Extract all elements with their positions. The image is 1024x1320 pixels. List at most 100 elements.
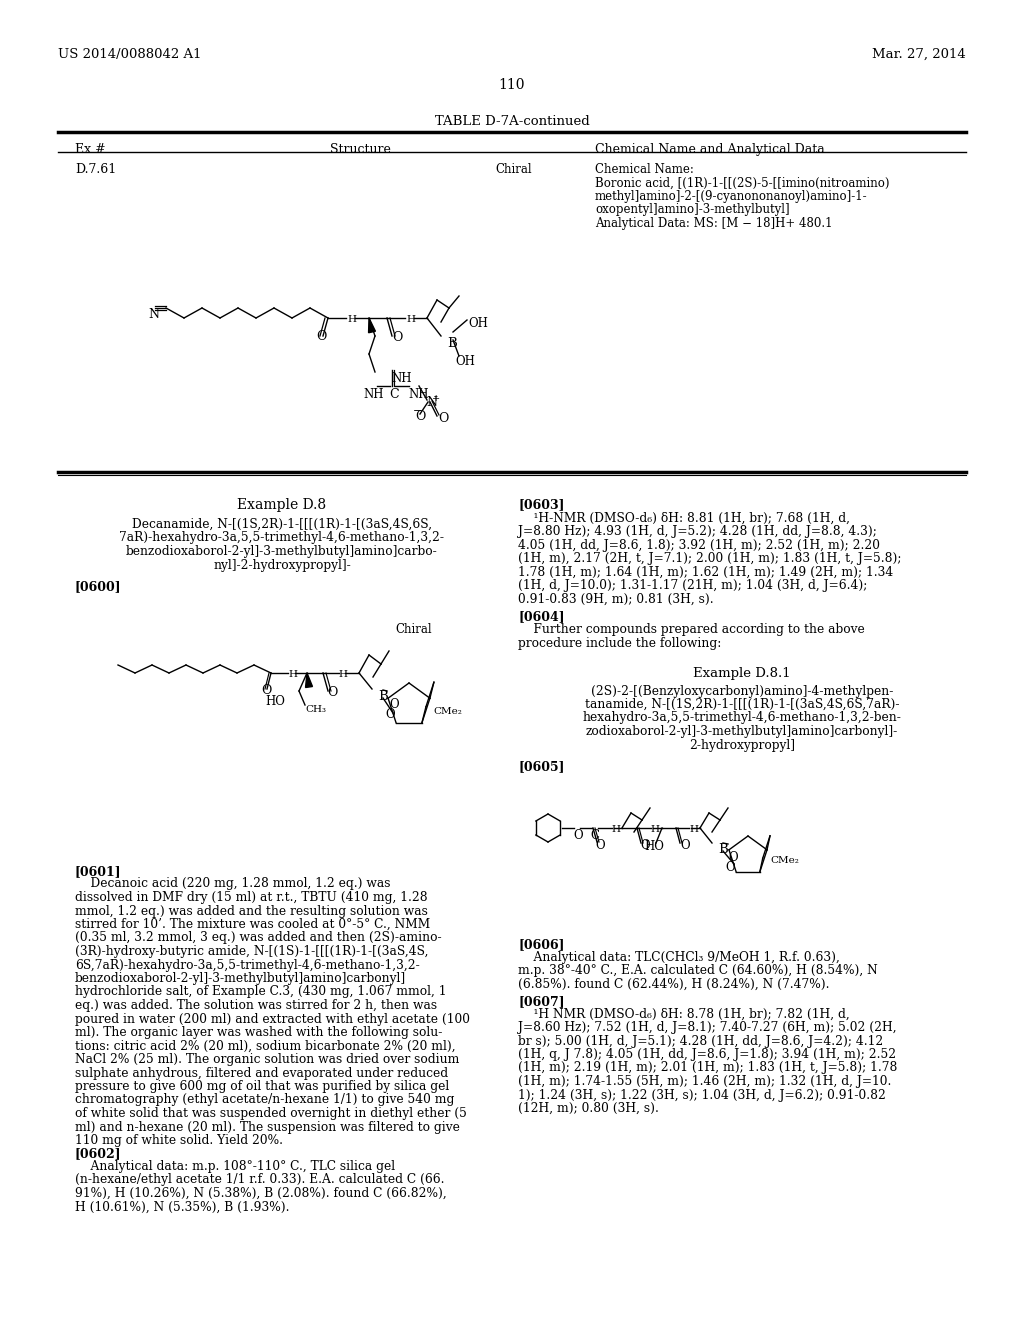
Text: Chemical Name:: Chemical Name: [595, 162, 694, 176]
Text: HO: HO [265, 696, 285, 708]
Text: zodioxaborol-2-yl]-3-methylbutyl]amino]carbonyl]-: zodioxaborol-2-yl]-3-methylbutyl]amino]c… [586, 725, 898, 738]
Text: +: + [432, 393, 440, 403]
Text: (6.85%). found C (62.44%), H (8.24%), N (7.47%).: (6.85%). found C (62.44%), H (8.24%), N … [518, 978, 829, 990]
Text: dissolved in DMF dry (15 ml) at r.t., TBTU (410 mg, 1.28: dissolved in DMF dry (15 ml) at r.t., TB… [75, 891, 428, 904]
Text: O: O [316, 330, 327, 343]
Text: Further compounds prepared according to the above: Further compounds prepared according to … [518, 623, 864, 636]
Text: US 2014/0088042 A1: US 2014/0088042 A1 [58, 48, 202, 61]
Text: nyl]-2-hydroxypropyl]-: nyl]-2-hydroxypropyl]- [213, 558, 351, 572]
Text: H: H [689, 825, 698, 834]
Text: B: B [718, 843, 728, 855]
Text: H: H [338, 671, 347, 678]
Text: O: O [327, 686, 337, 700]
Text: ¹H NMR (DMSO-d₆) δH: 8.78 (1H, br); 7.82 (1H, d,: ¹H NMR (DMSO-d₆) δH: 8.78 (1H, br); 7.82… [518, 1007, 850, 1020]
Text: stirred for 10’. The mixture was cooled at 0°-5° C., NMM: stirred for 10’. The mixture was cooled … [75, 917, 430, 931]
Text: NaCl 2% (25 ml). The organic solution was dried over sodium: NaCl 2% (25 ml). The organic solution wa… [75, 1053, 460, 1067]
Text: Boronic acid, [(1R)-1-[[(2S)-5-[[imino(nitroamino): Boronic acid, [(1R)-1-[[(2S)-5-[[imino(n… [595, 177, 890, 190]
Text: tanamide, N-[(1S,2R)-1-[[[(1R)-1-[(3aS,4S,6S,7aR)-: tanamide, N-[(1S,2R)-1-[[[(1R)-1-[(3aS,4… [585, 698, 899, 711]
Text: ¹H-NMR (DMSO-d₆) δH: 8.81 (1H, br); 7.68 (1H, d,: ¹H-NMR (DMSO-d₆) δH: 8.81 (1H, br); 7.68… [518, 511, 850, 524]
Text: H: H [406, 315, 415, 323]
Text: (1H, q, J 7.8); 4.05 (1H, dd, J=8.6, J=1.8); 3.94 (1H, m); 2.52: (1H, q, J 7.8); 4.05 (1H, dd, J=8.6, J=1… [518, 1048, 896, 1061]
Text: methyl]amino]-2-[(9-cyanononanoyl)amino]-1-: methyl]amino]-2-[(9-cyanononanoyl)amino]… [595, 190, 867, 203]
Text: 110: 110 [499, 78, 525, 92]
Text: OH: OH [455, 355, 475, 368]
Text: Analytical Data: MS: [M − 18]H+ 480.1: Analytical Data: MS: [M − 18]H+ 480.1 [595, 216, 833, 230]
Text: H: H [288, 671, 297, 678]
Text: hydrochloride salt, of Example C.3, (430 mg, 1.067 mmol, 1: hydrochloride salt, of Example C.3, (430… [75, 986, 446, 998]
Text: (1H, m), 2.17 (2H, t, J=7.1); 2.00 (1H, m); 1.83 (1H, t, J=5.8);: (1H, m), 2.17 (2H, t, J=7.1); 2.00 (1H, … [518, 552, 901, 565]
Text: [0603]: [0603] [518, 498, 564, 511]
Text: [0605]: [0605] [518, 760, 564, 774]
Text: B: B [378, 690, 388, 704]
Text: H (10.61%), N (5.35%), B (1.93%).: H (10.61%), N (5.35%), B (1.93%). [75, 1200, 290, 1213]
Text: Chiral: Chiral [395, 623, 432, 636]
Text: [0607]: [0607] [518, 995, 564, 1008]
Text: Chemical Name and Analytical Data: Chemical Name and Analytical Data [595, 143, 824, 156]
Text: B: B [447, 337, 457, 350]
Text: Decanamide, N-[(1S,2R)-1-[[[(1R)-1-[(3aS,4S,6S,: Decanamide, N-[(1S,2R)-1-[[[(1R)-1-[(3aS… [132, 517, 432, 531]
Text: O: O [728, 851, 737, 865]
Text: Analytical data: TLC(CHCl₃ 9/MeOH 1, R.f. 0.63),: Analytical data: TLC(CHCl₃ 9/MeOH 1, R.f… [518, 950, 840, 964]
Polygon shape [305, 673, 312, 688]
Text: NH: NH [391, 372, 412, 385]
Text: chromatography (ethyl acetate/n-hexane 1/1) to give 540 mg: chromatography (ethyl acetate/n-hexane 1… [75, 1093, 455, 1106]
Text: 0.91-0.83 (9H, m); 0.81 (3H, s).: 0.91-0.83 (9H, m); 0.81 (3H, s). [518, 593, 714, 606]
Text: NH: NH [408, 388, 428, 401]
Text: Analytical data: m.p. 108°-110° C., TLC silica gel: Analytical data: m.p. 108°-110° C., TLC … [75, 1160, 395, 1173]
Text: C: C [389, 388, 398, 401]
Text: Chiral: Chiral [495, 162, 531, 176]
Text: D.7.61: D.7.61 [75, 162, 117, 176]
Text: 91%), H (10.26%), N (5.38%), B (2.08%). found C (66.82%),: 91%), H (10.26%), N (5.38%), B (2.08%). … [75, 1187, 446, 1200]
Text: O: O [385, 708, 394, 721]
Text: (n-hexane/ethyl acetate 1/1 r.f. 0.33). E.A. calculated C (66.: (n-hexane/ethyl acetate 1/1 r.f. 0.33). … [75, 1173, 444, 1187]
Text: (2S)-2-[(Benzyloxycarbonyl)amino]-4-methylpen-: (2S)-2-[(Benzyloxycarbonyl)amino]-4-meth… [591, 685, 893, 697]
Text: CH₃: CH₃ [305, 705, 326, 714]
Polygon shape [369, 318, 376, 333]
Text: [0600]: [0600] [75, 579, 122, 593]
Text: [0604]: [0604] [518, 610, 564, 623]
Text: 6S,7aR)-hexahydro-3a,5,5-trimethyl-4,6-methano-1,3,2-: 6S,7aR)-hexahydro-3a,5,5-trimethyl-4,6-m… [75, 958, 420, 972]
Text: H: H [611, 825, 620, 834]
Text: Structure: Structure [330, 143, 390, 156]
Text: [0606]: [0606] [518, 939, 564, 950]
Text: Example D.8.1: Example D.8.1 [693, 667, 791, 680]
Text: O: O [640, 840, 649, 851]
Text: J=8.80 Hz); 4.93 (1H, d, J=5.2); 4.28 (1H, dd, J=8.8, 4.3);: J=8.80 Hz); 4.93 (1H, d, J=5.2); 4.28 (1… [518, 525, 877, 539]
Text: tions: citric acid 2% (20 ml), sodium bicarbonate 2% (20 ml),: tions: citric acid 2% (20 ml), sodium bi… [75, 1040, 456, 1052]
Text: hexahydro-3a,5,5-trimethyl-4,6-methano-1,3,2-ben-: hexahydro-3a,5,5-trimethyl-4,6-methano-1… [583, 711, 901, 725]
Text: m.p. 38°-40° C., E.A. calculated C (64.60%), H (8.54%), N: m.p. 38°-40° C., E.A. calculated C (64.6… [518, 964, 878, 977]
Text: 7aR)-hexahydro-3a,5,5-trimethyl-4,6-methano-1,3,2-: 7aR)-hexahydro-3a,5,5-trimethyl-4,6-meth… [120, 532, 444, 544]
Text: HO: HO [644, 840, 664, 853]
Text: H: H [650, 825, 659, 834]
Text: [0602]: [0602] [75, 1147, 122, 1160]
Text: (12H, m); 0.80 (3H, s).: (12H, m); 0.80 (3H, s). [518, 1102, 658, 1115]
Text: Mar. 27, 2014: Mar. 27, 2014 [872, 48, 966, 61]
Text: O: O [573, 829, 583, 842]
Text: 4.05 (1H, dd, J=8.6, 1.8); 3.92 (1H, m); 2.52 (1H, m); 2.20: 4.05 (1H, dd, J=8.6, 1.8); 3.92 (1H, m);… [518, 539, 880, 552]
Text: (0.35 ml, 3.2 mmol, 3 eq.) was added and then (2S)-amino-: (0.35 ml, 3.2 mmol, 3 eq.) was added and… [75, 932, 441, 945]
Text: (1H, d, J=10.0); 1.31-1.17 (21H, m); 1.04 (3H, d, J=6.4);: (1H, d, J=10.0); 1.31-1.17 (21H, m); 1.0… [518, 579, 867, 591]
Text: (1H, m); 1.74-1.55 (5H, m); 1.46 (2H, m); 1.32 (1H, d, J=10.: (1H, m); 1.74-1.55 (5H, m); 1.46 (2H, m)… [518, 1074, 891, 1088]
Text: 1); 1.24 (3H, s); 1.22 (3H, s); 1.04 (3H, d, J=6.2); 0.91-0.82: 1); 1.24 (3H, s); 1.22 (3H, s); 1.04 (3H… [518, 1089, 886, 1101]
Text: TABLE D-7A-continued: TABLE D-7A-continued [434, 115, 590, 128]
Text: CMe₂: CMe₂ [770, 855, 799, 865]
Text: NH: NH [362, 388, 384, 401]
Text: O: O [680, 840, 689, 851]
Text: O: O [392, 331, 402, 345]
Text: ml). The organic layer was washed with the following solu-: ml). The organic layer was washed with t… [75, 1026, 442, 1039]
Text: N: N [426, 396, 437, 409]
Text: eq.) was added. The solution was stirred for 2 h, then was: eq.) was added. The solution was stirred… [75, 999, 437, 1012]
Text: H: H [347, 315, 356, 323]
Text: Example D.8: Example D.8 [238, 498, 327, 512]
Text: −: − [413, 407, 422, 416]
Text: 2-hydroxypropyl]: 2-hydroxypropyl] [689, 738, 795, 751]
Text: 110 mg of white solid. Yield 20%.: 110 mg of white solid. Yield 20%. [75, 1134, 283, 1147]
Text: O: O [725, 861, 734, 874]
Text: [0601]: [0601] [75, 865, 122, 878]
Text: mmol, 1.2 eq.) was added and the resulting solution was: mmol, 1.2 eq.) was added and the resulti… [75, 904, 428, 917]
Text: (1H, m); 2.19 (1H, m); 2.01 (1H, m); 1.83 (1H, t, J=5.8); 1.78: (1H, m); 2.19 (1H, m); 2.01 (1H, m); 1.8… [518, 1061, 897, 1074]
Text: poured in water (200 ml) and extracted with ethyl acetate (100: poured in water (200 ml) and extracted w… [75, 1012, 470, 1026]
Text: C: C [590, 829, 599, 842]
Text: O: O [595, 840, 604, 851]
Text: O: O [261, 684, 271, 697]
